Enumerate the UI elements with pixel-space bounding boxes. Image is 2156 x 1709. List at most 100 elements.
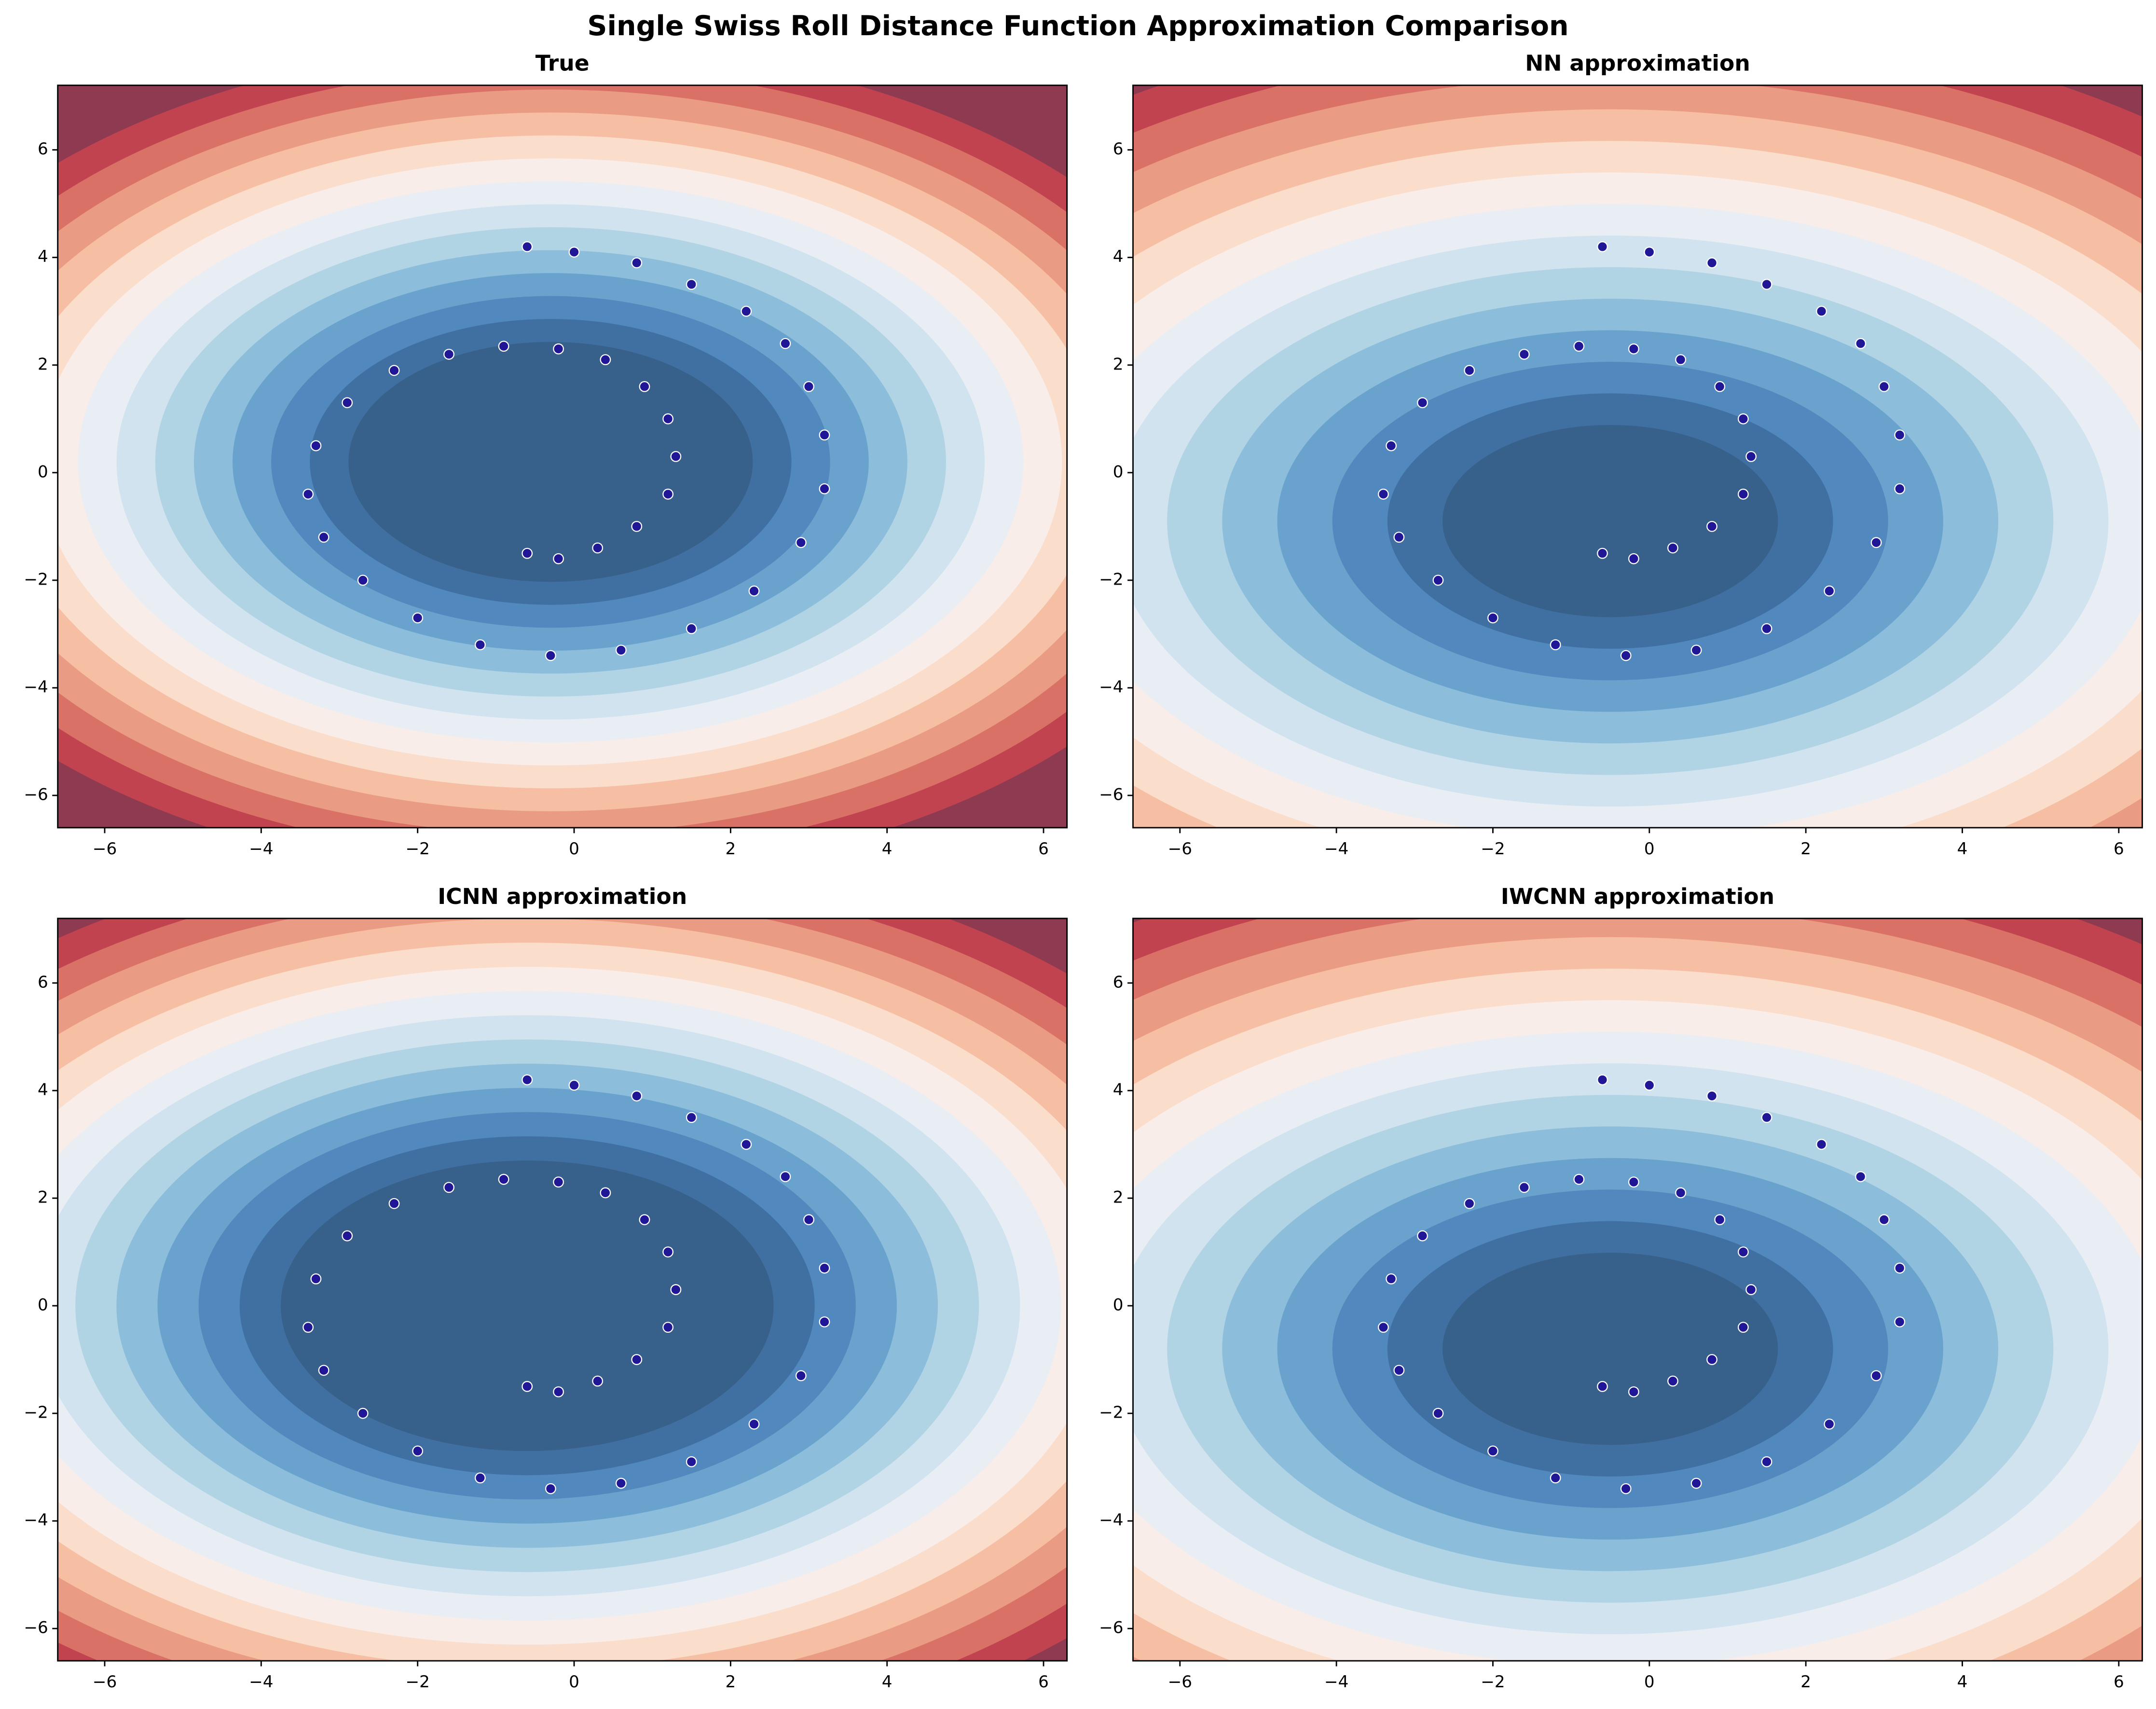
data-point	[670, 451, 682, 462]
x-tick-label: 0	[569, 1672, 579, 1692]
data-point	[1894, 1262, 1906, 1274]
x-tick-label: 2	[1800, 839, 1811, 859]
data-point	[1878, 1214, 1890, 1225]
data-point	[1464, 1198, 1475, 1209]
x-tick-label: −2	[405, 1672, 429, 1692]
data-point	[1738, 489, 1749, 500]
y-tick-label: −6	[24, 1618, 48, 1638]
data-point	[1855, 338, 1867, 349]
data-point	[592, 1375, 604, 1387]
contour-band	[280, 1160, 774, 1451]
x-tick-label: 6	[2114, 1672, 2124, 1692]
data-point	[1432, 1408, 1444, 1419]
data-point	[1878, 381, 1890, 392]
data-point	[1378, 1322, 1389, 1333]
x-tick-label: −4	[1324, 1672, 1348, 1692]
data-point	[302, 1322, 314, 1333]
x-tick-label: 6	[1038, 1672, 1049, 1692]
y-tick-label: −4	[24, 677, 48, 697]
data-point	[342, 1230, 353, 1242]
x-tick-label: 2	[725, 1672, 736, 1692]
x-tick-label: 4	[882, 839, 893, 859]
subplot: True −6 −4 −2 0 2 4 6 −6 −4 −2 0 2 4 6	[24, 51, 1068, 859]
contour-field	[1133, 918, 2142, 1661]
x-tick-label: −6	[1168, 1672, 1192, 1692]
data-point	[1518, 1182, 1530, 1193]
y-tick-label: 2	[38, 355, 48, 374]
data-point	[1628, 553, 1639, 564]
data-point	[1706, 257, 1717, 269]
data-point	[1518, 349, 1530, 360]
data-point	[302, 489, 314, 500]
data-point	[388, 365, 400, 376]
x-tick-label: −2	[405, 839, 429, 859]
axes-frame	[1132, 917, 2143, 1662]
subplot: IWCNN approximation −6 −4 −2 0 2 4 6 −6 −4 −2 0 2 4 6	[1099, 884, 2143, 1692]
data-point	[310, 440, 322, 451]
data-point	[1487, 1445, 1498, 1457]
data-point	[1620, 650, 1632, 661]
y-tick-label: 4	[1113, 1080, 1124, 1099]
data-point	[1738, 1246, 1749, 1258]
data-point	[553, 343, 564, 355]
y-tick-label: −2	[1099, 570, 1123, 589]
data-point	[1628, 1176, 1639, 1188]
data-point	[1738, 413, 1749, 424]
y-tick-label: −4	[24, 1511, 48, 1530]
x-tick-label: −4	[1324, 839, 1348, 859]
data-point	[819, 1316, 830, 1327]
data-point	[1690, 644, 1702, 656]
data-point	[498, 341, 509, 352]
data-point	[498, 1174, 509, 1185]
data-point	[1644, 246, 1655, 258]
x-tick-label: −4	[249, 1672, 273, 1692]
x-tick-label: 0	[1644, 839, 1655, 859]
data-point	[1870, 537, 1882, 548]
data-point	[1738, 1322, 1749, 1333]
x-tick-label: −2	[1481, 839, 1505, 859]
data-point	[1894, 483, 1906, 494]
data-point	[686, 1456, 697, 1467]
y-tick-label: −2	[24, 570, 48, 589]
y-tick-label: 0	[1113, 462, 1124, 481]
data-point	[1824, 1418, 1835, 1430]
subplot-title: ICNN approximation	[438, 884, 687, 909]
y-tick-label: 2	[38, 1188, 48, 1207]
data-point	[639, 381, 650, 392]
axes-frame	[1132, 84, 2143, 829]
x-tick-label: 2	[1800, 1672, 1811, 1692]
data-point	[1464, 365, 1475, 376]
data-point	[553, 1176, 564, 1188]
x-tick-label: −2	[1481, 1672, 1505, 1692]
data-point	[1620, 1483, 1632, 1494]
data-point	[615, 1477, 627, 1489]
x-tick-label: 0	[569, 839, 579, 859]
data-point	[748, 585, 760, 597]
y-tick-label: −2	[1099, 1403, 1123, 1422]
data-point	[803, 381, 814, 392]
data-point	[545, 1483, 556, 1494]
data-point	[803, 1214, 814, 1225]
data-point	[780, 1171, 791, 1182]
y-tick-label: −6	[1099, 785, 1123, 805]
data-point	[1675, 354, 1687, 366]
data-point	[388, 1198, 400, 1209]
data-point	[1393, 1365, 1405, 1376]
data-point	[1894, 429, 1906, 441]
data-point	[795, 537, 807, 548]
data-point	[1706, 1090, 1717, 1102]
data-point	[1894, 1316, 1906, 1327]
data-point	[1690, 1477, 1702, 1489]
data-point	[1487, 612, 1498, 624]
x-tick-label: 6	[1038, 839, 1049, 859]
data-point	[310, 1273, 322, 1285]
y-tick-label: 0	[38, 462, 48, 481]
data-point	[1667, 542, 1678, 554]
data-point	[1667, 1375, 1678, 1387]
data-point	[1706, 520, 1717, 532]
subplot-title: NN approximation	[1525, 51, 1750, 76]
subplot-title: IWCNN approximation	[1501, 884, 1774, 909]
contour-band	[1442, 424, 1778, 617]
contour-band	[1442, 1252, 1778, 1445]
